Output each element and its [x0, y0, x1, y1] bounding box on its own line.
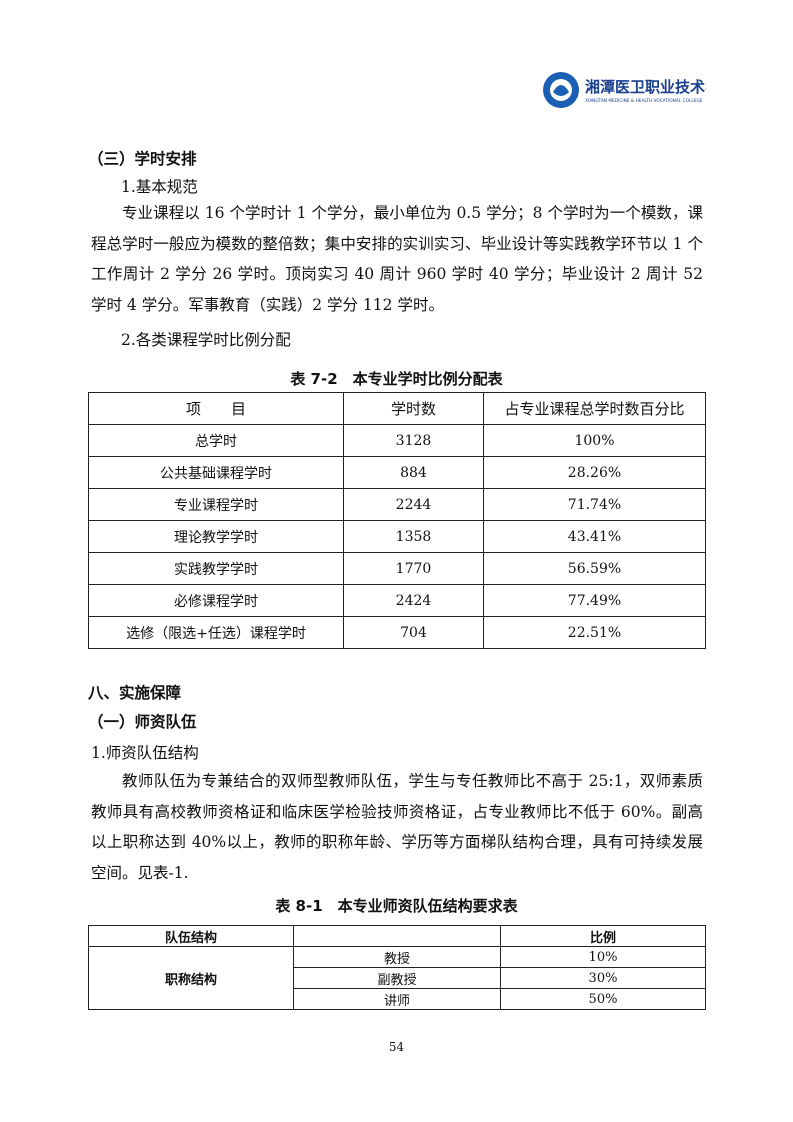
page-number: 54 [388, 1040, 405, 1054]
table-row: 总学时 3128 100% [88, 424, 706, 457]
table-row: 必修课程学时 2424 77.49% [88, 584, 706, 617]
cell: 10% [500, 946, 706, 968]
cell: 56.59% [483, 552, 706, 585]
cell: 28.26% [483, 456, 706, 489]
hours-ratio-table: 项 目 学时数 占专业课程总学时数百分比 总学时 3128 100% 公共基础课程学… [88, 392, 706, 649]
cell: 704 [343, 616, 484, 649]
cell: 22.51% [483, 616, 706, 649]
header-cell [293, 925, 501, 947]
table-row: 专业课程学时 2244 71.74% [88, 488, 706, 521]
table-row: 公共基础课程学时 884 28.26% [88, 456, 706, 489]
table-row: 选修（限选+任选）课程学时 704 22.51% [88, 616, 706, 649]
table-row: 理论教学学时 1358 43.41% [88, 520, 706, 553]
cell: 讲师 [293, 988, 501, 1010]
cell: 43.41% [483, 520, 706, 553]
cell: 77.49% [483, 584, 706, 617]
table-row: 实践教学学时 1770 56.59% [88, 552, 706, 585]
header-cell: 项 目 [88, 392, 344, 425]
cell: 1770 [343, 552, 484, 585]
cell: 100% [483, 424, 706, 457]
cell: 副教授 [293, 967, 501, 989]
cell: 884 [343, 456, 484, 489]
paragraph: 教师队伍为专兼结合的双师型教师队伍，学生与专任教师比不高于 25:1，双师素质教… [91, 772, 703, 882]
table-header-row: 队伍结构 比例 [88, 925, 706, 947]
group-cell: 职称结构 [88, 946, 294, 1010]
paragraph: 专业课程以 16 个学时计 1 个学分，最小单位为 0.5 学分；8 个学时为一… [91, 204, 703, 314]
sub-heading: 2.各类课程学时比例分配 [121, 331, 291, 349]
sub-heading: 1.基本规范 [121, 178, 198, 196]
cell: 教授 [293, 946, 501, 968]
section-heading: 八、实施保障 [88, 684, 182, 702]
cell: 1358 [343, 520, 484, 553]
table-caption: 表 8-1 本专业师资队伍结构要求表 [275, 897, 518, 915]
college-logo: 湘潭医卫职业技术学院 XIANGTAN MEDICINE & HEALTH VO… [541, 70, 735, 114]
table-header-row: 项 目 学时数 占专业课程总学时数百分比 [88, 392, 706, 425]
cell: 理论教学学时 [88, 520, 344, 553]
sub-section-heading: （一）师资队伍 [88, 713, 197, 731]
header-cell: 比例 [500, 925, 706, 947]
cell: 专业课程学时 [88, 488, 344, 521]
cell: 实践教学学时 [88, 552, 344, 585]
cell: 30% [500, 967, 706, 989]
cell: 公共基础课程学时 [88, 456, 344, 489]
header-cell: 学时数 [343, 392, 484, 425]
faculty-structure-table: 队伍结构 比例 职称结构 教授 10% 副教授 30% 讲师 50% [88, 925, 706, 1010]
table-caption: 表 7-2 本专业学时比例分配表 [290, 370, 503, 388]
sub-heading: 1.师资队伍结构 [91, 744, 199, 762]
cell: 2424 [343, 584, 484, 617]
table-row: 副教授 30% [89, 967, 706, 989]
table-row: 讲师 50% [89, 988, 706, 1010]
cell: 2244 [343, 488, 484, 521]
cell: 选修（限选+任选）课程学时 [88, 616, 344, 649]
svg-text:湘潭医卫职业技术学院: 湘潭医卫职业技术学院 [585, 78, 706, 96]
table-row: 职称结构 教授 10% [88, 946, 706, 1010]
cell: 总学时 [88, 424, 344, 457]
cell: 71.74% [483, 488, 706, 521]
header-cell: 占专业课程总学时数百分比 [483, 392, 706, 425]
svg-text:XIANGTAN MEDICINE & HEALTH VOC: XIANGTAN MEDICINE & HEALTH VOCATIONAL CO… [585, 98, 703, 104]
header-cell: 队伍结构 [88, 925, 294, 947]
cell: 必修课程学时 [88, 584, 344, 617]
cell: 50% [500, 988, 706, 1010]
section-heading: （三）学时安排 [88, 150, 197, 168]
cell: 3128 [343, 424, 484, 457]
